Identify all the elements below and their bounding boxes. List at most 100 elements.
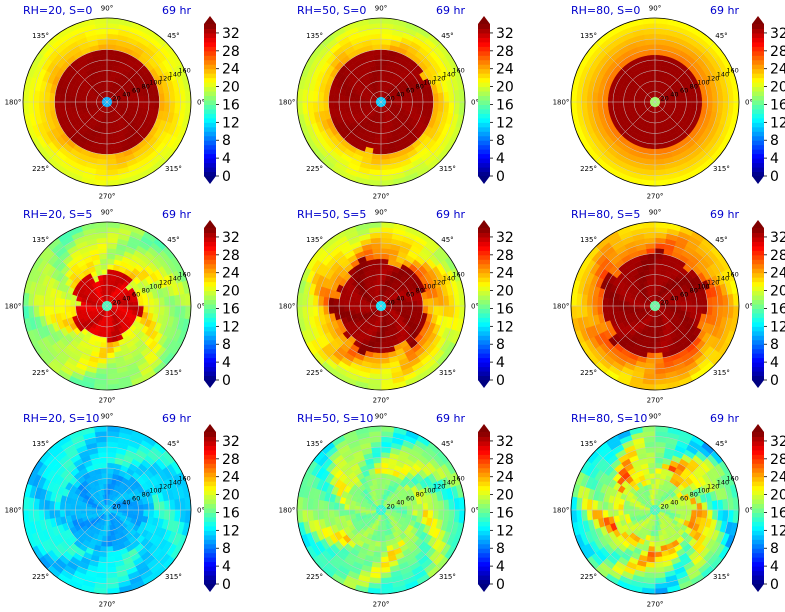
field-cell xyxy=(380,269,387,276)
field-cell xyxy=(137,101,144,108)
field-cell xyxy=(148,298,155,307)
field-cell xyxy=(643,232,656,239)
field-cell xyxy=(59,502,66,511)
angle-tick-label: 90° xyxy=(101,5,113,13)
radial-tick-label: 160 xyxy=(178,270,190,278)
colorbar-segment xyxy=(752,104,764,110)
panel-title: RH=80, S=5 xyxy=(571,208,640,221)
colorbar-segment xyxy=(752,353,764,359)
field-cell xyxy=(143,101,150,109)
radial-tick-label: 60 xyxy=(680,86,688,94)
field-cell xyxy=(654,54,663,61)
field-cell xyxy=(701,305,708,315)
field-cell xyxy=(99,258,108,265)
colorbar-tick-label: 28 xyxy=(496,248,514,264)
colorbar-tick-label: 12 xyxy=(496,319,514,335)
field-cell xyxy=(373,143,382,150)
colorbar-segment xyxy=(478,286,490,292)
panel-title: RH=50, S=0 xyxy=(297,4,366,17)
colorbar-segment xyxy=(478,317,490,323)
field-cell xyxy=(148,509,155,518)
field-cell xyxy=(675,305,682,311)
field-cell xyxy=(174,101,181,114)
colorbar-tick-label: 4 xyxy=(222,355,231,371)
radial-tick-label: 20 xyxy=(387,94,395,102)
field-cell xyxy=(654,263,662,270)
field-cell xyxy=(581,90,588,103)
field-cell xyxy=(106,232,119,239)
field-cell xyxy=(323,296,330,307)
field-cell xyxy=(307,90,314,103)
colorbar-segment xyxy=(478,232,490,238)
field-cell xyxy=(654,148,664,155)
colorbar-tick-label: 24 xyxy=(496,266,514,282)
colorbar-segment xyxy=(204,153,216,159)
colorbar-segment xyxy=(204,108,216,114)
field-cell xyxy=(628,97,635,103)
field-cell xyxy=(654,274,661,281)
colorbar-segment xyxy=(752,335,764,341)
radial-tick-label: 60 xyxy=(680,290,688,298)
colorbar-tick-label: 0 xyxy=(496,169,505,185)
colorbar-segment xyxy=(478,290,490,296)
colorbar-tick-label: 28 xyxy=(770,44,785,60)
colorbar-segment xyxy=(478,326,490,332)
colorbar-segment xyxy=(478,263,490,269)
colorbar-segment xyxy=(204,171,216,177)
colorbar-tick-label: 28 xyxy=(496,44,514,60)
colorbar-segment xyxy=(478,59,490,65)
field-cell xyxy=(380,143,389,150)
angle-tick-label: 0° xyxy=(745,99,753,107)
angle-tick-label: 270° xyxy=(99,193,116,201)
colorbar-segment xyxy=(204,113,216,119)
field-cell xyxy=(338,95,345,103)
angle-tick-label: 225° xyxy=(32,369,49,377)
field-cell xyxy=(370,362,382,370)
field-cell xyxy=(43,101,51,113)
angle-tick-label: 180° xyxy=(5,99,22,107)
field-cell xyxy=(163,499,171,511)
field-cell xyxy=(654,169,667,176)
field-cell xyxy=(33,509,40,522)
colorbar-segment xyxy=(204,86,216,92)
colorbar-segment xyxy=(752,259,764,265)
colorbar-extend-min xyxy=(752,380,764,388)
field-cell xyxy=(654,44,665,51)
field-cell xyxy=(106,566,118,574)
field-cell xyxy=(101,127,108,134)
colorbar-extend-min xyxy=(752,176,764,184)
field-cell xyxy=(654,75,660,82)
colorbar-segment xyxy=(752,236,764,242)
field-cell xyxy=(344,300,351,307)
field-cell xyxy=(106,467,114,474)
field-cell xyxy=(448,90,455,103)
colorbar-segment xyxy=(478,277,490,283)
field-cell xyxy=(370,242,382,250)
colorbar-segment xyxy=(478,108,490,114)
colorbar-segment xyxy=(478,140,490,146)
colorbar-tick-label: 4 xyxy=(496,151,505,167)
field-cell xyxy=(349,96,356,103)
field-cell xyxy=(96,362,108,370)
colorbar-tick-label: 8 xyxy=(770,133,779,149)
field-cell xyxy=(49,509,56,520)
radial-tick-label: 40 xyxy=(396,90,404,98)
field-cell xyxy=(106,153,117,160)
colorbar-tick-label: 16 xyxy=(770,97,785,113)
colorbar-segment xyxy=(204,122,216,128)
field-cell xyxy=(101,331,108,338)
field-cell xyxy=(371,357,382,364)
field-cell xyxy=(106,551,115,558)
field-cell xyxy=(99,462,108,469)
field-cell xyxy=(106,158,118,166)
field-cell xyxy=(675,101,682,107)
field-cell xyxy=(106,452,117,459)
field-cell xyxy=(646,49,656,56)
field-cell xyxy=(101,540,108,547)
colorbar-segment xyxy=(752,339,764,345)
colorbar-segment xyxy=(204,339,216,345)
field-cell xyxy=(323,101,330,112)
field-cell xyxy=(106,362,118,370)
